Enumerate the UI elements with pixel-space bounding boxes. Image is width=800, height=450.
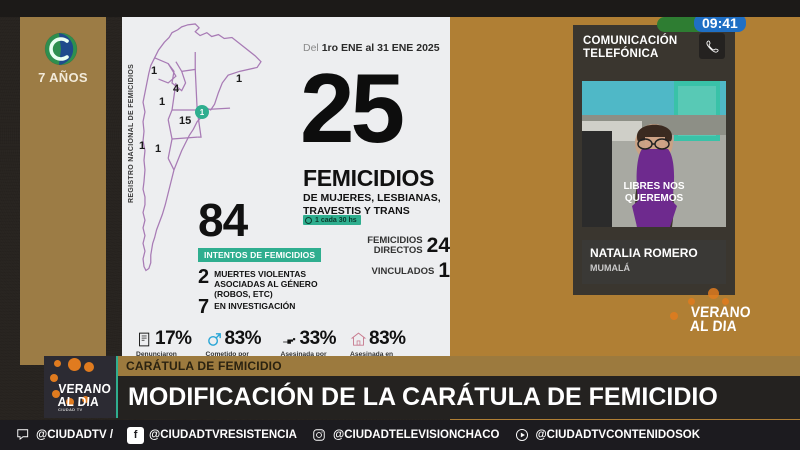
svg-text:LIBRES NOS: LIBRES NOS bbox=[623, 181, 684, 192]
svg-text:QUEREMOS: QUEREMOS bbox=[625, 193, 684, 204]
